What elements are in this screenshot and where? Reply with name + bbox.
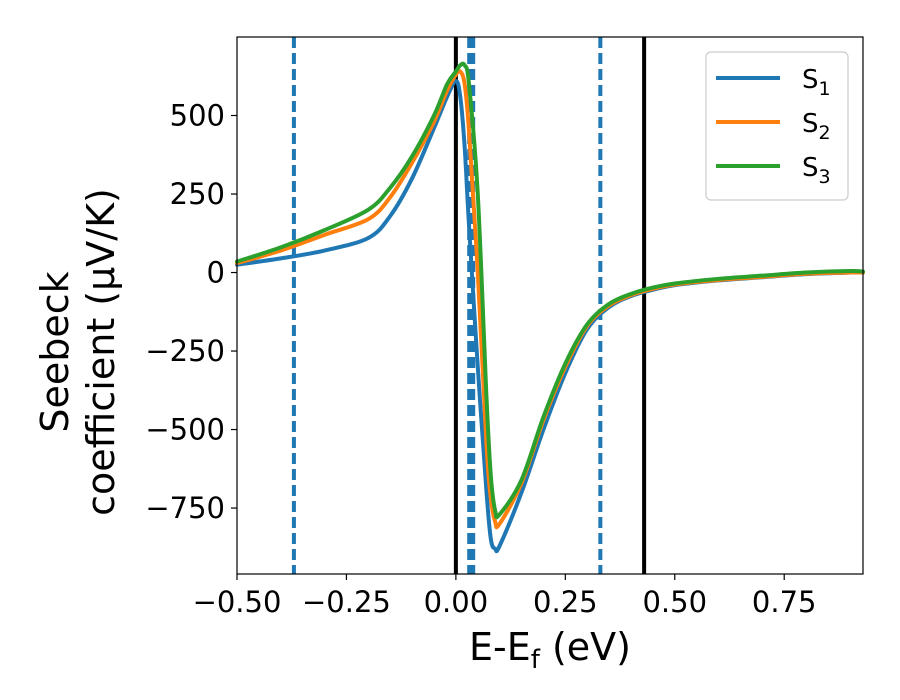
plot-frame bbox=[236, 36, 864, 575]
series-lines bbox=[235, 61, 865, 554]
y-tick-label: 500 bbox=[170, 99, 225, 133]
legend-box bbox=[705, 51, 849, 201]
x-tick-label: 0.00 bbox=[424, 585, 489, 619]
y-tick-label: 0 bbox=[207, 256, 225, 290]
x-tick-label: 0.50 bbox=[642, 585, 707, 619]
legend-label-3: S3 bbox=[802, 153, 831, 188]
series-line-3 bbox=[235, 61, 865, 520]
y-tick-label: −250 bbox=[145, 334, 225, 368]
legend: S1 S2 S3 bbox=[705, 51, 849, 201]
y-axis: −750 −500 −250 0 250 500 bbox=[145, 99, 237, 525]
x-tick-label: 0.75 bbox=[752, 585, 817, 619]
x-axis: −0.50 −0.25 0.00 0.25 0.50 0.75 bbox=[193, 574, 817, 619]
y-axis-title-line1: Seebeck bbox=[33, 271, 77, 432]
y-axis-title-line2: coefficient (μV/K) bbox=[79, 188, 123, 516]
x-axis-title: E-Ef (eV) bbox=[469, 625, 631, 675]
x-tick-label: −0.50 bbox=[193, 585, 282, 619]
legend-label-2: S2 bbox=[802, 109, 831, 144]
y-tick-label: −500 bbox=[145, 413, 225, 447]
x-tick-label: 0.25 bbox=[533, 585, 598, 619]
legend-label-1: S1 bbox=[802, 65, 831, 100]
x-tick-label: −0.25 bbox=[302, 585, 391, 619]
y-tick-label: 250 bbox=[170, 177, 225, 211]
y-tick-label: −750 bbox=[145, 491, 225, 525]
